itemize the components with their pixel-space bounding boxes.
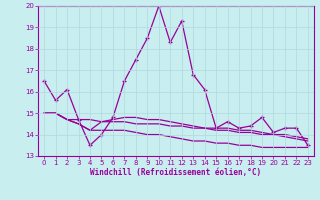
X-axis label: Windchill (Refroidissement éolien,°C): Windchill (Refroidissement éolien,°C)	[91, 168, 261, 177]
